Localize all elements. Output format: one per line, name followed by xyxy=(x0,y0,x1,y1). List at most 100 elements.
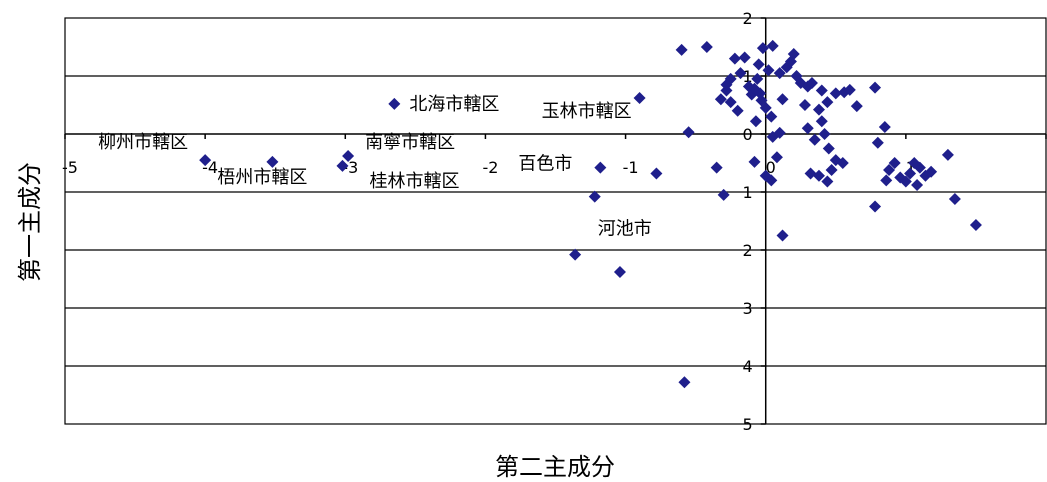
data-point xyxy=(731,104,744,117)
data-point xyxy=(818,128,831,140)
data-point xyxy=(913,161,926,174)
labeled-data-point xyxy=(588,190,601,203)
data-point xyxy=(738,51,751,64)
labeled-data-point xyxy=(633,92,646,105)
data-point xyxy=(969,219,982,232)
data-point xyxy=(925,165,938,178)
data-point xyxy=(754,87,767,100)
data-point xyxy=(869,81,882,94)
data-point xyxy=(776,229,789,242)
data-point xyxy=(804,167,817,180)
x-tick-label: -3 xyxy=(342,158,358,177)
x-tick-label: -1 xyxy=(623,158,639,177)
x-tick-label: -2 xyxy=(482,158,498,177)
data-point xyxy=(675,43,688,56)
data-point xyxy=(815,84,828,97)
data-point xyxy=(773,67,786,80)
point-label: 百色市 xyxy=(518,154,572,175)
x-tick-label: 1 xyxy=(906,158,916,177)
data-point xyxy=(717,188,730,201)
y-tick-label: 0 xyxy=(743,125,753,144)
y-axis-ticks: 2 1 0 1 2 3 4 5 xyxy=(743,9,766,434)
labeled-data-point xyxy=(266,155,279,168)
y-tick-label: 1 xyxy=(743,183,753,202)
data-point xyxy=(734,67,747,80)
point-label: 河池市 xyxy=(598,219,652,240)
data-point xyxy=(850,100,863,113)
data-point xyxy=(941,148,954,161)
data-point xyxy=(762,64,775,77)
data-point xyxy=(678,376,691,389)
data-point xyxy=(752,58,765,71)
data-point xyxy=(836,157,849,169)
data-point xyxy=(948,192,961,205)
data-point xyxy=(878,121,891,134)
y-tick-label: 5 xyxy=(743,415,753,434)
data-point xyxy=(808,133,821,146)
data-point xyxy=(843,83,856,96)
data-point xyxy=(787,47,800,60)
x-axis-title: 第二主成分 xyxy=(495,453,615,481)
data-point xyxy=(759,101,772,114)
data-point xyxy=(822,142,835,155)
data-point xyxy=(720,78,733,91)
labeled-data-point xyxy=(336,159,349,172)
point-label: 桂林市轄区 xyxy=(369,171,459,192)
x-tick-label: 2 xyxy=(1046,158,1047,177)
data-point xyxy=(798,99,811,111)
data-point xyxy=(766,39,779,52)
data-point xyxy=(899,175,912,188)
point-label: 北海市轄区 xyxy=(409,94,499,115)
labeled-data-point xyxy=(388,97,401,110)
data-point xyxy=(773,126,786,139)
data-point xyxy=(812,103,825,116)
point-label: 柳州市轄区 xyxy=(98,132,188,153)
y-tick-label: 1 xyxy=(743,67,753,86)
y-tick-label: 2 xyxy=(743,241,753,260)
data-point xyxy=(569,248,582,261)
data-point xyxy=(825,163,838,176)
data-point xyxy=(728,52,741,65)
data-point xyxy=(682,126,695,139)
data-point xyxy=(829,87,842,100)
data-point xyxy=(770,151,783,164)
data-point xyxy=(700,41,713,53)
labeled-data-point xyxy=(594,161,607,174)
data-point xyxy=(751,72,764,85)
data-point xyxy=(815,115,828,128)
data-point xyxy=(765,110,778,123)
data-point xyxy=(888,157,901,169)
data-point xyxy=(904,167,917,180)
data-point xyxy=(710,161,723,174)
labeled-data-point xyxy=(199,154,212,167)
x-tick-label: 0 xyxy=(766,158,776,177)
y-axis-title: 第一主成分 xyxy=(16,162,44,282)
data-point xyxy=(748,155,761,168)
x-tick-label: -5 xyxy=(62,158,78,177)
data-point xyxy=(714,93,727,106)
data-point xyxy=(765,174,778,187)
data-point xyxy=(869,200,882,213)
data-point xyxy=(805,76,818,89)
data-point xyxy=(756,42,769,55)
data-point xyxy=(821,96,834,109)
data-point xyxy=(821,175,834,188)
y-tick-label: 2 xyxy=(743,9,753,28)
data-point xyxy=(883,163,896,176)
data-point xyxy=(650,167,663,180)
plot-area xyxy=(64,17,1047,425)
data-point xyxy=(776,93,789,106)
data-point xyxy=(880,174,893,187)
point-label: 玉林市轄区 xyxy=(542,101,632,122)
data-point xyxy=(911,179,924,192)
data-point xyxy=(724,96,737,109)
y-tick-label: 3 xyxy=(743,299,753,318)
data-points xyxy=(199,39,982,389)
gridlines xyxy=(65,75,1046,367)
y-tick-label: 4 xyxy=(743,357,753,376)
data-point xyxy=(812,169,825,182)
data-point xyxy=(749,115,762,128)
point-label: 梧州市轄区 xyxy=(217,167,307,188)
